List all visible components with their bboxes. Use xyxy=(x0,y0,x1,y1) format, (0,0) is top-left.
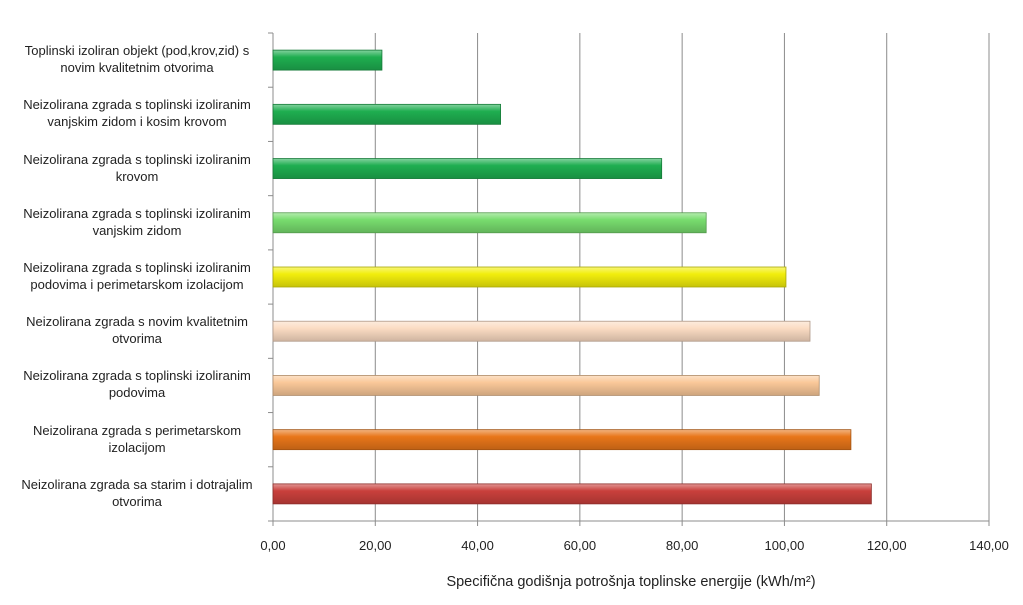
category-label: Neizolirana zgrada s toplinski izolirani… xyxy=(8,205,266,239)
bar xyxy=(272,49,383,71)
bar xyxy=(272,158,663,179)
category-label-line: Toplinski izoliran objekt (pod,krov,zid)… xyxy=(24,43,250,59)
x-tick-label: 140,00 xyxy=(969,538,1009,553)
category-label-line: krovom xyxy=(115,168,159,184)
category-label-line: vanjskim zidom i kosim krovom xyxy=(47,114,227,130)
bars xyxy=(272,49,872,505)
category-label: Neizolirana zgrada s perimetarskom izolac… xyxy=(8,422,266,456)
category-label-line: podovima i perimetarskom izolacijom xyxy=(30,277,244,292)
bar xyxy=(272,266,787,288)
bar xyxy=(272,429,852,451)
category-label: Toplinski izoliran objekt (pod,krov,zid)… xyxy=(8,42,266,76)
category-label: Neizolirana zgrada s toplinski izolirani… xyxy=(8,259,266,293)
x-tick-label: 100,00 xyxy=(764,538,805,553)
category-label-line: Neizolirana zgrada s perimetarskom xyxy=(32,422,242,438)
category-label: Neizolirana zgrada s toplinski izolirani… xyxy=(8,151,266,185)
x-tick-label: 40,00 xyxy=(461,538,494,553)
x-tick-label: 20,00 xyxy=(359,538,392,553)
category-label-line: Neizolirana zgrada sa starim i dotrajali… xyxy=(21,476,253,492)
category-label: Neizolirana zgrada s toplinski izolirani… xyxy=(8,96,266,130)
category-label-line: vanjskim zidom xyxy=(92,222,182,238)
category-label-line: izolacijom xyxy=(108,439,166,455)
category-label-line: otvorima xyxy=(112,493,162,509)
category-label-line: novim kvalitetnim otvorima xyxy=(60,60,214,76)
category-label-line: Neizolirana zgrada s toplinski izolirani… xyxy=(23,97,251,113)
category-label: Neizolirana zgrada sa starim i dotrajali… xyxy=(8,476,266,510)
x-tick-label: 60,00 xyxy=(563,538,597,553)
bar xyxy=(272,320,811,342)
category-label: Neizolirana zgrada s toplinski izolirani… xyxy=(8,367,266,401)
category-label-line: Neizolirana zgrada s toplinski izolirani… xyxy=(23,205,251,221)
category-label: Neizolirana zgrada s novim kvalitetnim ot… xyxy=(8,313,266,347)
category-label-line: Neizolirana zgrada s novim kvalitetnim xyxy=(26,314,248,330)
category-label-line: podovima xyxy=(108,385,166,401)
category-label-line: Neizolirana zgrada s toplinski izolirani… xyxy=(23,260,251,275)
bar xyxy=(272,212,707,234)
category-label-line: otvorima xyxy=(112,331,162,347)
bar xyxy=(272,375,820,396)
x-tick-label: 0,00 xyxy=(260,538,286,553)
category-label-line: Neizolirana zgrada s toplinski izolirani… xyxy=(23,151,251,167)
x-tick-label: 80,00 xyxy=(665,538,699,553)
bar xyxy=(272,103,501,125)
x-tick-label: 120,00 xyxy=(866,538,907,553)
bar xyxy=(272,483,872,505)
category-label-line: Neizolirana zgrada s toplinski izolirani… xyxy=(23,368,251,384)
x-axis-title: Specifična godišnja potrošnja toplinske … xyxy=(446,574,816,590)
